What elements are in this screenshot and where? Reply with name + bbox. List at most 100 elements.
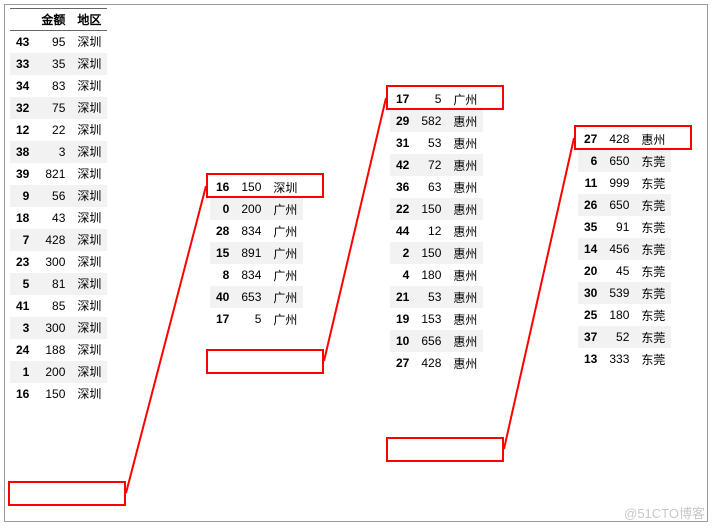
cell-region: 惠州	[447, 154, 483, 176]
cell-index: 16	[10, 383, 35, 405]
table-row: 4412惠州	[390, 220, 483, 242]
cell-amount: 43	[35, 207, 71, 229]
cell-index: 15	[210, 242, 235, 264]
cell-amount: 45	[603, 260, 635, 282]
cell-region: 广州	[267, 286, 303, 308]
table-row: 956深圳	[10, 185, 107, 207]
table-row: 15891广州	[210, 242, 303, 264]
cell-amount: 5	[235, 308, 267, 330]
cell-index: 27	[390, 352, 415, 374]
cell-amount: 83	[35, 75, 71, 97]
table-row: 22150惠州	[390, 198, 483, 220]
cell-region: 惠州	[447, 242, 483, 264]
table-row: 3335深圳	[10, 53, 107, 75]
table-row: 2150惠州	[390, 242, 483, 264]
cell-region: 惠州	[447, 264, 483, 286]
cell-index: 44	[390, 220, 415, 242]
cell-amount: 456	[603, 238, 635, 260]
cell-region: 东莞	[635, 150, 671, 172]
table-row: 7428深圳	[10, 229, 107, 251]
cell-amount: 53	[415, 132, 447, 154]
col-amount: 金额	[35, 9, 71, 31]
cell-region: 广州	[267, 264, 303, 286]
cell-index: 18	[10, 207, 35, 229]
cell-region: 惠州	[635, 128, 671, 150]
col-index	[10, 9, 35, 31]
cell-region: 惠州	[447, 110, 483, 132]
cell-amount: 5	[415, 88, 447, 110]
table-row: 29582惠州	[390, 110, 483, 132]
table-row: 4395深圳	[10, 31, 107, 53]
cell-index: 35	[578, 216, 603, 238]
cell-index: 4	[390, 264, 415, 286]
cell-index: 8	[210, 264, 235, 286]
cell-amount: 428	[603, 128, 635, 150]
cell-index: 19	[390, 308, 415, 330]
table-row: 3663惠州	[390, 176, 483, 198]
cell-region: 深圳	[71, 361, 107, 383]
cell-index: 0	[210, 198, 235, 220]
cell-index: 13	[578, 348, 603, 370]
cell-region: 东莞	[635, 326, 671, 348]
cell-amount: 999	[603, 172, 635, 194]
cell-region: 惠州	[447, 132, 483, 154]
col-region: 地区	[71, 9, 107, 31]
cell-index: 28	[210, 220, 235, 242]
cell-amount: 53	[415, 286, 447, 308]
cell-region: 深圳	[71, 273, 107, 295]
cell-index: 6	[578, 150, 603, 172]
table-row: 1200深圳	[10, 361, 107, 383]
cell-region: 深圳	[71, 251, 107, 273]
table-row: 24188深圳	[10, 339, 107, 361]
cell-index: 14	[578, 238, 603, 260]
cell-region: 广州	[267, 220, 303, 242]
cell-index: 21	[390, 286, 415, 308]
cell-amount: 428	[35, 229, 71, 251]
table-row: 10656惠州	[390, 330, 483, 352]
cell-amount: 56	[35, 185, 71, 207]
cell-index: 31	[390, 132, 415, 154]
cell-index: 9	[10, 185, 35, 207]
cell-index: 12	[10, 119, 35, 141]
cell-amount: 91	[603, 216, 635, 238]
cell-region: 广州	[447, 88, 483, 110]
table-row: 11999东莞	[578, 172, 671, 194]
cell-amount: 200	[35, 361, 71, 383]
cell-index: 26	[578, 194, 603, 216]
cell-amount: 300	[35, 317, 71, 339]
cell-index: 5	[10, 273, 35, 295]
cell-index: 24	[10, 339, 35, 361]
table-row: 4180惠州	[390, 264, 483, 286]
cell-region: 广州	[267, 198, 303, 220]
cell-amount: 150	[235, 176, 267, 198]
cell-amount: 821	[35, 163, 71, 185]
cell-region: 东莞	[635, 304, 671, 326]
cell-region: 东莞	[635, 348, 671, 370]
cell-amount: 891	[235, 242, 267, 264]
cell-amount: 75	[35, 97, 71, 119]
cell-amount: 834	[235, 264, 267, 286]
cell-amount: 63	[415, 176, 447, 198]
cell-region: 深圳	[71, 229, 107, 251]
cell-region: 深圳	[71, 317, 107, 339]
table-row: 25180东莞	[578, 304, 671, 326]
cell-amount: 85	[35, 295, 71, 317]
table-row: 3752东莞	[578, 326, 671, 348]
table-row: 14456东莞	[578, 238, 671, 260]
cell-index: 20	[578, 260, 603, 282]
cell-region: 东莞	[635, 216, 671, 238]
table-row: 16150深圳	[10, 383, 107, 405]
cell-index: 43	[10, 31, 35, 53]
table-row: 175广州	[390, 88, 483, 110]
cell-index: 41	[10, 295, 35, 317]
cell-amount: 428	[415, 352, 447, 374]
cell-region: 东莞	[635, 194, 671, 216]
cell-region: 深圳	[71, 119, 107, 141]
table-row: 26650东莞	[578, 194, 671, 216]
table-row: 19153惠州	[390, 308, 483, 330]
cell-region: 惠州	[447, 220, 483, 242]
table-row: 3153惠州	[390, 132, 483, 154]
cell-amount: 650	[603, 150, 635, 172]
cell-region: 深圳	[71, 97, 107, 119]
cell-index: 38	[10, 141, 35, 163]
